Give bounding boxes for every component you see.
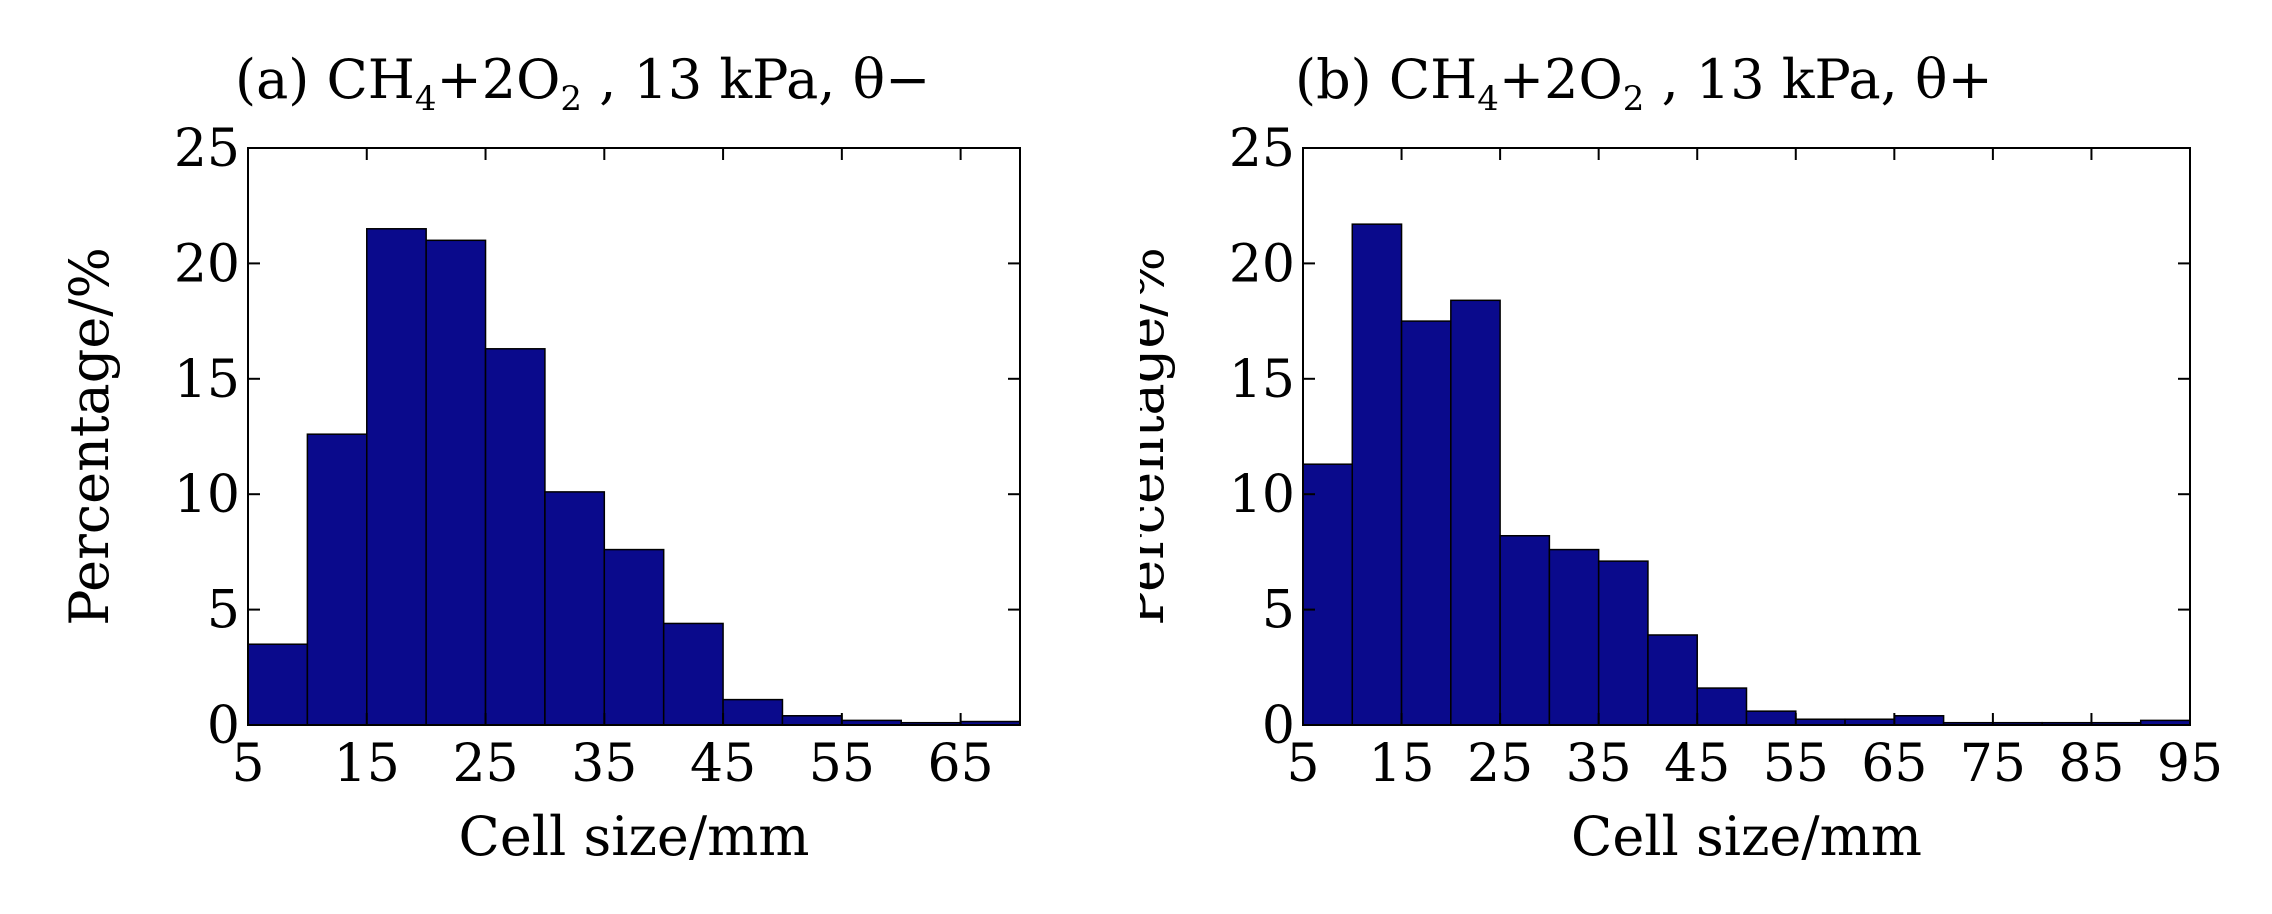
x-tick-label: 5 — [1286, 734, 1319, 794]
x-tick-label: 45 — [1664, 734, 1730, 794]
histogram-bar — [306, 433, 368, 726]
histogram-bar — [1745, 710, 1797, 726]
y-tick-label: 15 — [1229, 350, 1295, 410]
y-tick-label: 20 — [1229, 234, 1295, 294]
y-tick-label: 10 — [1229, 465, 1295, 525]
histogram-bar — [662, 622, 724, 726]
chart-title-a: (a) CH4+2O2 , 13 kPa, θ− — [235, 48, 930, 119]
y-tick-label: 5 — [1262, 581, 1295, 641]
histogram-bar — [1597, 560, 1649, 726]
histogram-bar — [722, 698, 784, 726]
histogram-bar — [544, 491, 606, 726]
chart-title-b: (b) CH4+2O2 , 13 kPa, θ+ — [1295, 48, 1993, 119]
x-tick-label: 25 — [1467, 734, 1533, 794]
y-tick-label: 10 — [174, 465, 240, 525]
histogram-bar — [1302, 463, 1354, 726]
y-tick-label: 20 — [174, 234, 240, 294]
y-tick-label: 25 — [1229, 119, 1295, 179]
y-tick-label: 15 — [174, 350, 240, 410]
x-tick-label: 55 — [809, 734, 875, 794]
x-tick-label: 15 — [1368, 734, 1434, 794]
plot-frame-a — [247, 147, 1021, 726]
histogram-bar — [1499, 534, 1551, 726]
plot-frame-b — [1302, 147, 2191, 726]
y-axis-label-b: Percentage/% — [1140, 247, 1176, 626]
y-tick-label: 25 — [174, 119, 240, 179]
x-tick-label: 65 — [1861, 734, 1927, 794]
x-tick-label: 95 — [2157, 734, 2223, 794]
histogram-panel-b: (b) CH4+2O2 , 13 kPa, θ+ 5 15 25 35 45 55 65 75… — [1113, 0, 2272, 909]
bars-group-a — [247, 228, 1021, 726]
x-tick-label: 65 — [928, 734, 994, 794]
histogram-bar — [1450, 299, 1501, 726]
histogram-bar — [366, 228, 427, 726]
histogram-bar — [1647, 634, 1698, 726]
bars-group-b — [1302, 223, 2191, 726]
x-axis-label-a: Cell size/mm — [459, 805, 810, 868]
x-tick-label: 35 — [1566, 734, 1632, 794]
histogram-a-svg: (a) CH4+2O2 , 13 kPa, θ− 5 15 25 35 45 55 6505… — [58, 48, 1021, 868]
histogram-bar — [1548, 548, 1600, 726]
histogram-bar — [781, 715, 843, 726]
histogram-b-svg: (b) CH4+2O2 , 13 kPa, θ+ 5 15 25 35 45 55 65 75… — [1113, 48, 2223, 868]
histogram-bar — [1696, 687, 1748, 726]
x-tick-label: 5 — [231, 734, 264, 794]
histogram-bar — [425, 239, 487, 726]
x-tick-label: 45 — [690, 734, 756, 794]
histogram-bar — [1893, 715, 1945, 726]
histogram-bar — [484, 348, 546, 726]
histogram-panel-a: (a) CH4+2O2 , 13 kPa, θ− 5 15 25 35 45 55 65 0 5… — [0, 0, 1140, 909]
y-axis-label-a: Percentage/% — [58, 247, 121, 626]
x-axis-label-b: Cell size/mm — [1571, 805, 1922, 868]
x-tick-label: 35 — [571, 734, 637, 794]
y-tick-label: 5 — [207, 581, 240, 641]
histogram-bar — [1351, 223, 1403, 726]
x-tick-label: 15 — [334, 734, 400, 794]
histogram-bar — [603, 548, 665, 726]
histogram-bar — [247, 643, 309, 726]
x-tick-label: 75 — [1960, 734, 2026, 794]
x-tick-label: 55 — [1763, 734, 1829, 794]
histogram-bar — [1400, 320, 1452, 726]
y-tick-label: 0 — [207, 696, 240, 756]
x-tick-label: 85 — [2058, 734, 2124, 794]
x-tick-label: 25 — [452, 734, 518, 794]
y-tick-label: 0 — [1262, 696, 1295, 756]
